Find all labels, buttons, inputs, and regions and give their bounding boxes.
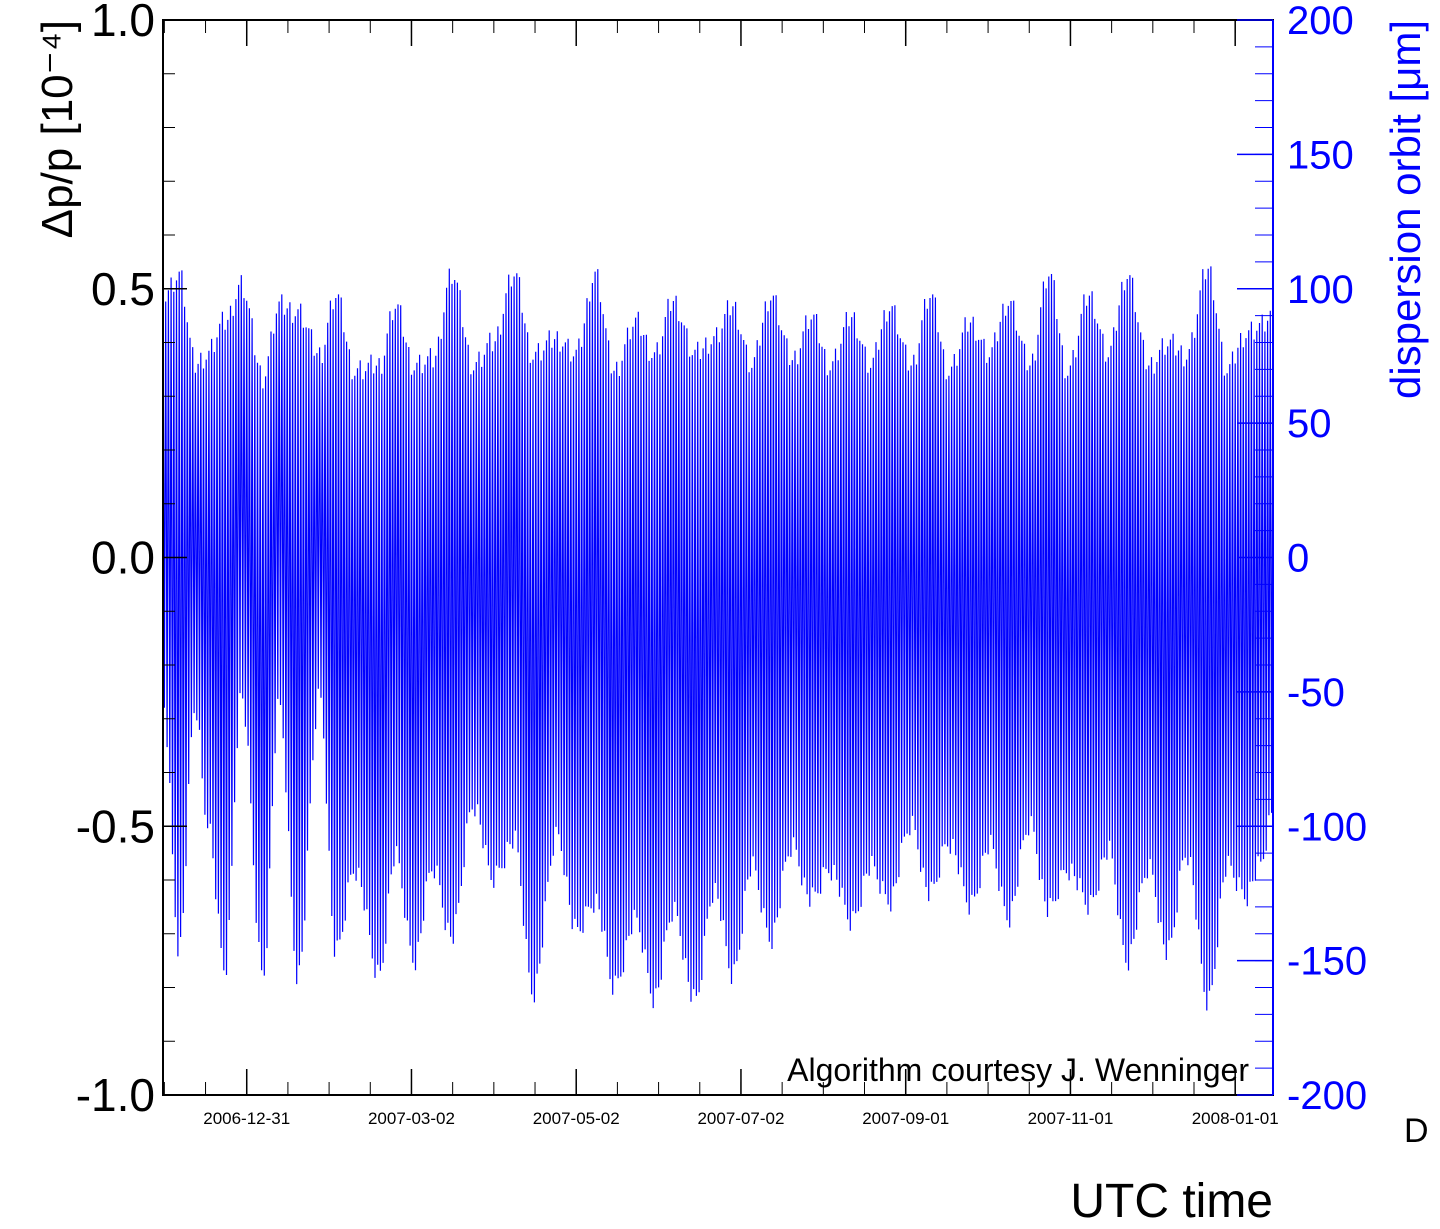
data-series-line	[162, 266, 1274, 1011]
y-tick-label: -1.0	[76, 1069, 155, 1121]
y-tick-label: 0.5	[91, 263, 155, 315]
left-y-axis: -1.0 -0.5 0.0 0.5 1.0	[76, 0, 187, 1121]
plot-content	[162, 266, 1274, 1011]
x-tick-label: 2007-03-02	[368, 1109, 455, 1128]
y2-tick-label: 150	[1287, 133, 1354, 177]
x-tick-label: 2007-11-01	[1028, 1109, 1114, 1128]
y-tick-label: -0.5	[76, 800, 155, 852]
y2-tick-label: 100	[1287, 268, 1354, 312]
y2-tick-label: 50	[1287, 402, 1332, 446]
x-axis-label: UTC time	[1070, 1175, 1273, 1228]
x-tick-label: 2006-12-31	[203, 1109, 290, 1128]
x-tick-label: 2008-01-01	[1192, 1109, 1279, 1128]
x-axis: 2006-12-31 2007-03-02 2007-05-02 2007-07-02…	[163, 1069, 1279, 1128]
y2-tick-label: -200	[1287, 1074, 1367, 1118]
x-tick-label: 2007-09-01	[862, 1109, 949, 1128]
annotation-text: Algorithm courtesy J. Wenninger	[787, 1052, 1249, 1088]
truncated-label: D	[1404, 1112, 1429, 1150]
top-axis-ticks	[163, 20, 1236, 46]
x-tick-label: 2007-05-02	[533, 1109, 620, 1128]
y-tick-label: 0.0	[91, 532, 155, 584]
y2-tick-label: -150	[1287, 940, 1367, 984]
y2-tick-label: -100	[1287, 805, 1367, 849]
y-axis-label: Δp/p [10⁻⁴]	[33, 20, 82, 238]
right-y-axis: -200 -150 -100 -50 0 50 100 150 200	[1237, 0, 1367, 1118]
y2-tick-label: 200	[1287, 0, 1354, 43]
y2-tick-label: 0	[1287, 537, 1309, 581]
y-tick-label: 1.0	[91, 0, 155, 46]
y2-tick-label: -50	[1287, 671, 1345, 715]
x-tick-label: 2007-07-02	[697, 1109, 784, 1128]
y2-axis-label: dispersion orbit [μm]	[1382, 20, 1429, 399]
